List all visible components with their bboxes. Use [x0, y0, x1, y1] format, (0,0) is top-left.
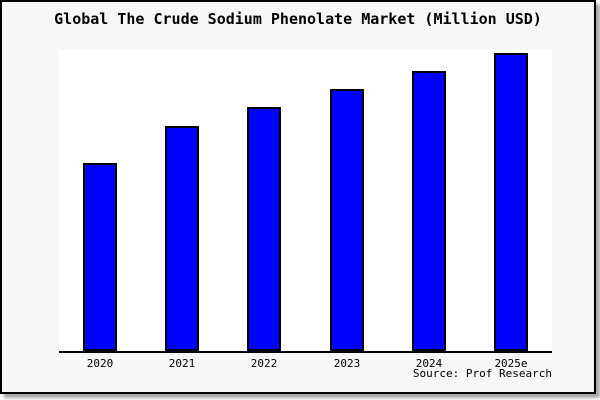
chart-frame: Global The Crude Sodium Phenolate Market… — [0, 0, 596, 394]
bar-2020 — [83, 163, 117, 351]
x-tick-label-2024: 2024 — [415, 357, 443, 370]
x-axis-labels: 2020 2021 2022 2023 2024 2025e — [2, 2, 594, 392]
x-tick-label-2023: 2023 — [333, 357, 361, 370]
plot-area — [59, 50, 552, 353]
bar-2023 — [330, 89, 364, 351]
bar-2021 — [165, 126, 199, 351]
x-tick-label-2025e: 2025e — [494, 357, 528, 370]
source-note: Source: Prof Research — [412, 367, 552, 380]
chart-title: Global The Crude Sodium Phenolate Market… — [54, 10, 542, 28]
bar-2022 — [247, 107, 281, 351]
x-tick-label-2020: 2020 — [86, 357, 114, 370]
bar-2024 — [412, 71, 446, 351]
bar-2025e — [494, 53, 528, 351]
x-tick-label-2021: 2021 — [168, 357, 196, 370]
x-tick-label-2022: 2022 — [250, 357, 278, 370]
